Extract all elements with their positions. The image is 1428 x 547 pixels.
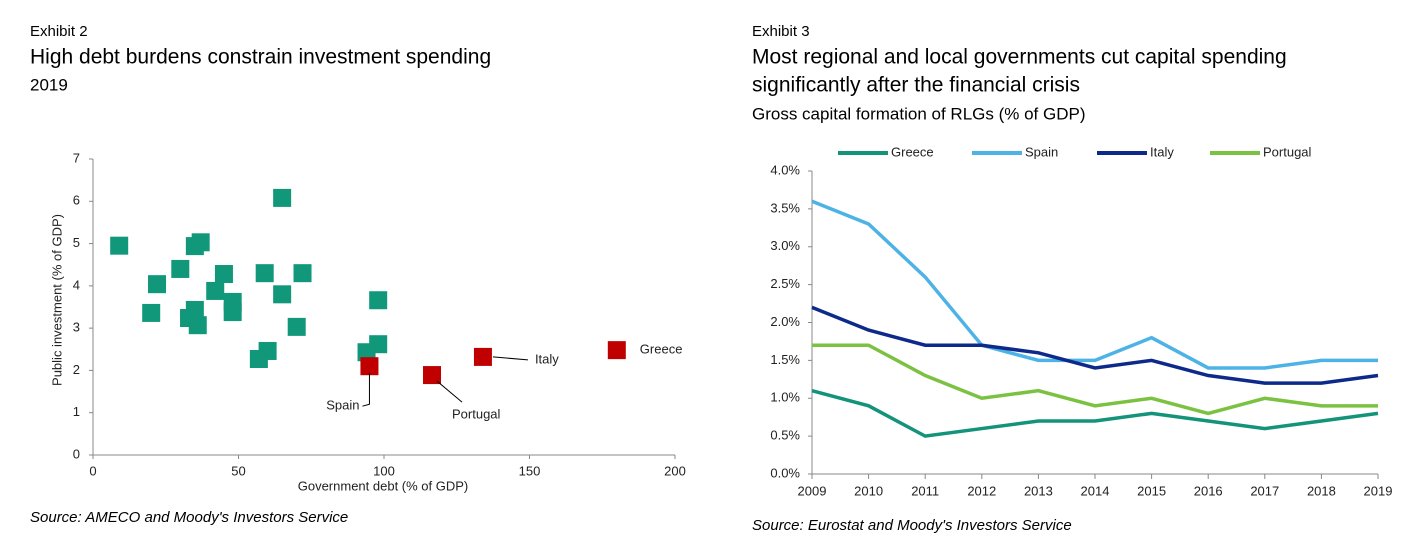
y-tick-label: 4.0% (770, 162, 800, 177)
chart-title: significantly after the financial crisis (752, 74, 1080, 97)
y-tick-label: 0 (73, 446, 80, 461)
scatter-point (191, 233, 210, 252)
x-tick-label: 2012 (967, 483, 996, 498)
y-tick-label: 1.5% (770, 352, 800, 367)
x-tick-label: 2015 (1137, 483, 1166, 498)
y-tick-label: 4 (73, 277, 80, 292)
y-tick-label: 1.0% (770, 390, 800, 405)
x-tick-label: 2016 (1194, 483, 1223, 498)
scatter-point (423, 366, 442, 385)
x-tick-label: 2013 (1024, 483, 1053, 498)
scatter-point (369, 291, 388, 310)
scatter-point (473, 347, 492, 366)
x-tick-label: 150 (519, 463, 541, 478)
scatter-point (214, 265, 233, 284)
line-series (811, 199, 1378, 370)
line-series (811, 388, 1379, 438)
scatter-point (360, 357, 379, 376)
exhibit-label: Exhibit 3 (752, 23, 810, 40)
x-tick-label: 2011 (911, 483, 939, 498)
y-axis-label: Public investment (% of GDP) (49, 214, 64, 386)
scatter-point (273, 285, 292, 304)
source: Source: Eurostat and Moody's Investors S… (752, 517, 1072, 534)
legend-label: Portugal (1263, 144, 1312, 159)
y-tick-label: 5 (73, 235, 80, 250)
x-tick-label: 50 (231, 463, 245, 478)
legend-label: Greece (891, 144, 934, 159)
y-tick-label: 0.0% (770, 465, 800, 480)
x-tick-label: 2018 (1307, 483, 1336, 498)
point-label: Spain (326, 398, 359, 413)
scatter-point (148, 275, 167, 294)
x-tick-label: 2019 (1364, 483, 1393, 498)
scatter-point (607, 341, 626, 360)
point-label: Greece (640, 342, 683, 357)
point-label: Portugal (452, 407, 501, 422)
point-label: Italy (535, 351, 559, 366)
y-tick-label: 3.5% (770, 200, 800, 215)
chart-subtitle: 2019 (30, 75, 68, 94)
chart-title: High debt burdens constrain investment s… (30, 46, 491, 69)
x-tick-label: 2010 (854, 483, 883, 498)
x-tick-label: 2014 (1081, 483, 1110, 498)
scatter-point (206, 281, 225, 300)
scatter-point (293, 264, 312, 283)
scatter-point (357, 343, 376, 362)
x-tick-label: 2017 (1250, 483, 1279, 498)
source: Source: AMECO and Moody's Investors Serv… (30, 509, 348, 526)
chart-title: Most regional and local governments cut … (752, 46, 1287, 69)
y-tick-label: 7 (73, 150, 80, 165)
x-tick-label: 2009 (798, 483, 827, 498)
scatter-point (255, 264, 274, 283)
scatter-point (223, 303, 242, 322)
y-tick-label: 3 (73, 320, 80, 335)
y-tick-label: 2.5% (770, 276, 800, 291)
scatter-point (287, 317, 306, 336)
y-tick-label: 0.5% (770, 428, 800, 443)
y-tick-label: 3.0% (770, 238, 800, 253)
x-tick-label: 0 (89, 463, 96, 478)
x-tick-label: 100 (373, 463, 395, 478)
y-tick-label: 6 (73, 193, 80, 208)
legend-label: Spain (1025, 144, 1058, 159)
scatter-point (171, 259, 190, 278)
chart-subtitle: Gross capital formation of RLGs (% of GD… (752, 104, 1086, 123)
line-series (811, 305, 1379, 385)
leader-line (362, 373, 370, 407)
scatter-point (188, 316, 207, 335)
leader-line (492, 356, 528, 361)
y-tick-label: 2.0% (770, 314, 800, 329)
line-series (812, 343, 1378, 416)
exhibit-label: Exhibit 2 (30, 23, 88, 40)
x-axis-label: Government debt (% of GDP) (298, 478, 469, 493)
scatter-point (142, 303, 161, 322)
scatter-point (249, 350, 268, 369)
scatter-point (110, 236, 129, 255)
leader-line (436, 380, 463, 403)
scatter-point (273, 188, 292, 207)
legend-label: Italy (1150, 144, 1174, 159)
x-tick-label: 200 (664, 463, 686, 478)
y-tick-label: 1 (73, 404, 80, 419)
y-tick-label: 2 (73, 362, 80, 377)
